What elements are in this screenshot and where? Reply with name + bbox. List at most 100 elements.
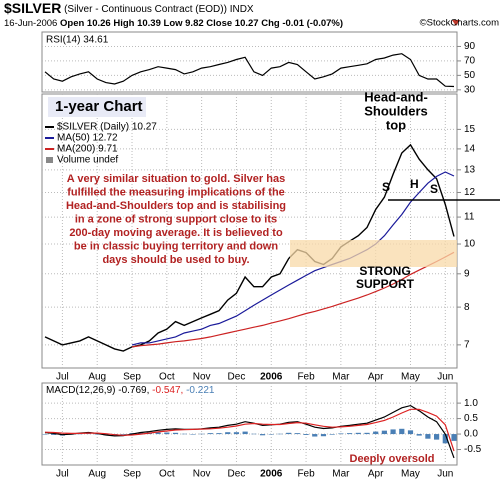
y-tick-label: 14 [464, 144, 476, 155]
y-tick-label: 15 [464, 124, 476, 135]
x-tick-label: Oct [159, 372, 175, 383]
y-tick-label: 30 [464, 84, 476, 95]
support-label: SUPPORT [356, 277, 415, 291]
hs-label: Shoulders [364, 103, 428, 118]
commentary-line: in a zone of strong support close to its [75, 213, 277, 225]
y-tick-label: 70 [464, 56, 476, 67]
legend-entry: MA(50) 12.72 [57, 133, 118, 144]
histogram-bar [42, 434, 48, 435]
series-line [44, 53, 455, 88]
series-line [131, 251, 455, 348]
histogram-bar [207, 433, 213, 435]
x-tick-label: May [401, 469, 420, 480]
x-tick-label: Apr [368, 372, 384, 383]
histogram-bar [286, 432, 292, 435]
commentary-line: 200-day moving average. It is believed t… [69, 227, 283, 239]
histogram-bar [164, 432, 170, 435]
legend-entry: -0.547, [152, 385, 183, 396]
hs-letter: S [382, 180, 390, 194]
chart-label: 1-year Chart [55, 98, 143, 115]
x-tick-label: Feb [297, 372, 315, 383]
y-tick-label: 11 [464, 212, 475, 223]
commentary-line: A very similar situation to gold. Silver… [67, 173, 285, 185]
histogram-bar [199, 433, 205, 435]
x-tick-label: Nov [193, 372, 211, 383]
histogram-bar [329, 434, 335, 435]
histogram-bar [94, 434, 100, 435]
series-line [131, 171, 455, 346]
commentary-line: days should be used to buy. [102, 254, 249, 266]
histogram-bar [355, 432, 361, 435]
x-tick-label: Sep [123, 372, 141, 383]
histogram-bar [251, 433, 257, 435]
histogram-bar [242, 431, 248, 435]
y-tick-label: 0.5 [464, 413, 478, 424]
y-tick-label: 8 [464, 302, 470, 313]
y-tick-label: 1.0 [464, 398, 478, 409]
legend-entry: -0.221 [186, 385, 215, 396]
panel-title: RSI(14) 34.61 [46, 35, 109, 46]
x-tick-label: Feb [297, 469, 315, 480]
legend-entry: -0.769, [118, 385, 149, 396]
histogram-bar [51, 434, 57, 435]
histogram-bar [277, 433, 283, 435]
histogram-bar [320, 434, 327, 437]
histogram-bar [312, 434, 318, 437]
low: Low 9.82 [164, 18, 204, 29]
histogram-bar [172, 432, 179, 435]
histogram-bar [303, 434, 309, 435]
x-tick-label: Nov [193, 469, 211, 480]
histogram-bar [190, 434, 196, 435]
histogram-bar [346, 433, 353, 435]
histogram-bar [381, 430, 387, 435]
x-tick-label: Dec [228, 469, 246, 480]
histogram-bar [390, 429, 396, 435]
series-line [44, 143, 455, 352]
histogram-bar [338, 433, 344, 435]
panel-title: MACD(12,26,9) -0.769, -0.547, -0.221 [46, 385, 215, 396]
y-tick-label: 0.0 [464, 429, 478, 440]
histogram-bar [399, 428, 405, 435]
y-tick-label: 7 [464, 340, 470, 351]
histogram-bar [233, 432, 240, 435]
open: Open 10.26 [60, 18, 111, 29]
commentary-line: fulfilled the measuring implications of … [67, 186, 285, 198]
y-tick-label: 13 [464, 164, 476, 175]
histogram-bar [268, 434, 274, 435]
support-zone [290, 240, 457, 267]
histogram-bar [294, 433, 300, 435]
x-tick-label: Aug [88, 469, 106, 480]
x-tick-label: Mar [332, 372, 350, 383]
histogram-bar [451, 434, 457, 441]
label-box [48, 97, 146, 117]
source: ©StockCharts.com [420, 18, 499, 29]
histogram-bar [225, 432, 231, 435]
legend-entry: MA(200) 9.71 [57, 144, 118, 155]
date: 16-Jun-2006 [4, 18, 57, 29]
histogram-bar [407, 430, 414, 435]
histogram-bar [85, 433, 92, 435]
high: High 10.39 [113, 18, 161, 29]
hs-letter: S [430, 182, 438, 196]
series-line [44, 408, 455, 452]
down-arrow [452, 20, 460, 26]
title: $SILVER [4, 0, 61, 16]
macd-annotation: Deeply oversold [350, 453, 435, 465]
histogram-bar [155, 432, 161, 435]
y-tick-label: 50 [464, 70, 476, 81]
hs-label: Head-and- [364, 89, 428, 104]
histogram-bar [216, 433, 222, 435]
histogram-bar [434, 434, 440, 440]
x-tick-label: Mar [332, 469, 350, 480]
histogram-bar [138, 432, 144, 435]
x-tick-label: Sep [123, 469, 141, 480]
support-label: STRONG [359, 264, 410, 278]
commentary-line: Head-and-Shoulders top and is stabilisin… [66, 200, 286, 212]
commentary-line: be in classic buying territory and down [74, 240, 278, 252]
header-quote: 16-Jun-2006 Open 10.26 High 10.39 Low 9.… [4, 18, 343, 29]
x-tick-label: Jul [56, 469, 69, 480]
y-tick-label: 90 [464, 41, 476, 52]
hs-letter: H [410, 177, 419, 191]
hs-label: top [386, 117, 406, 132]
